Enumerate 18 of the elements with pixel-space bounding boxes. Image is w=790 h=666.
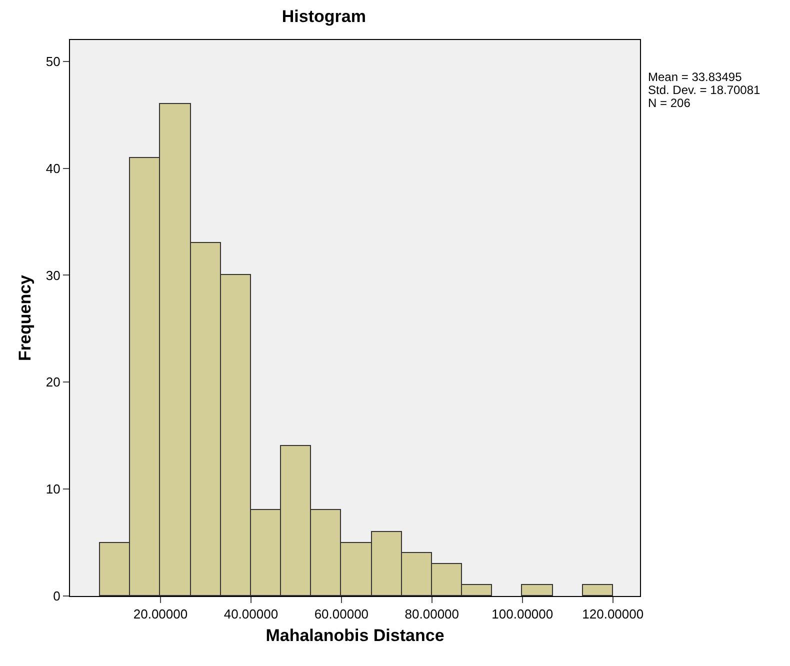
y-tick-label: 50 [46, 54, 60, 69]
x-tick-label: 60.00000 [314, 606, 369, 622]
x-tick-label: 40.00000 [224, 606, 278, 622]
x-tick-label: 80.00000 [404, 606, 460, 622]
x-axis-title: Mahalanobis Distance [266, 626, 444, 645]
x-tick-label: 100.00000 [492, 606, 554, 622]
text: Std. Dev. = 18.70081 [648, 83, 761, 97]
y-tick-label: 0 [53, 588, 60, 604]
x-tick-label: 20.00000 [133, 606, 188, 622]
text: Mean = 33.83495 [648, 70, 742, 84]
text: N = 206 [648, 96, 691, 110]
y-tick-label: 30 [46, 268, 60, 283]
y-axis-title: Frequency [15, 274, 34, 361]
y-tick-label: 40 [46, 160, 60, 176]
x-tick-label: 120.00000 [582, 606, 644, 622]
y-tick-label: 10 [46, 482, 60, 497]
chart-title: Histogram [282, 6, 366, 26]
y-tick-label: 20 [46, 374, 60, 390]
